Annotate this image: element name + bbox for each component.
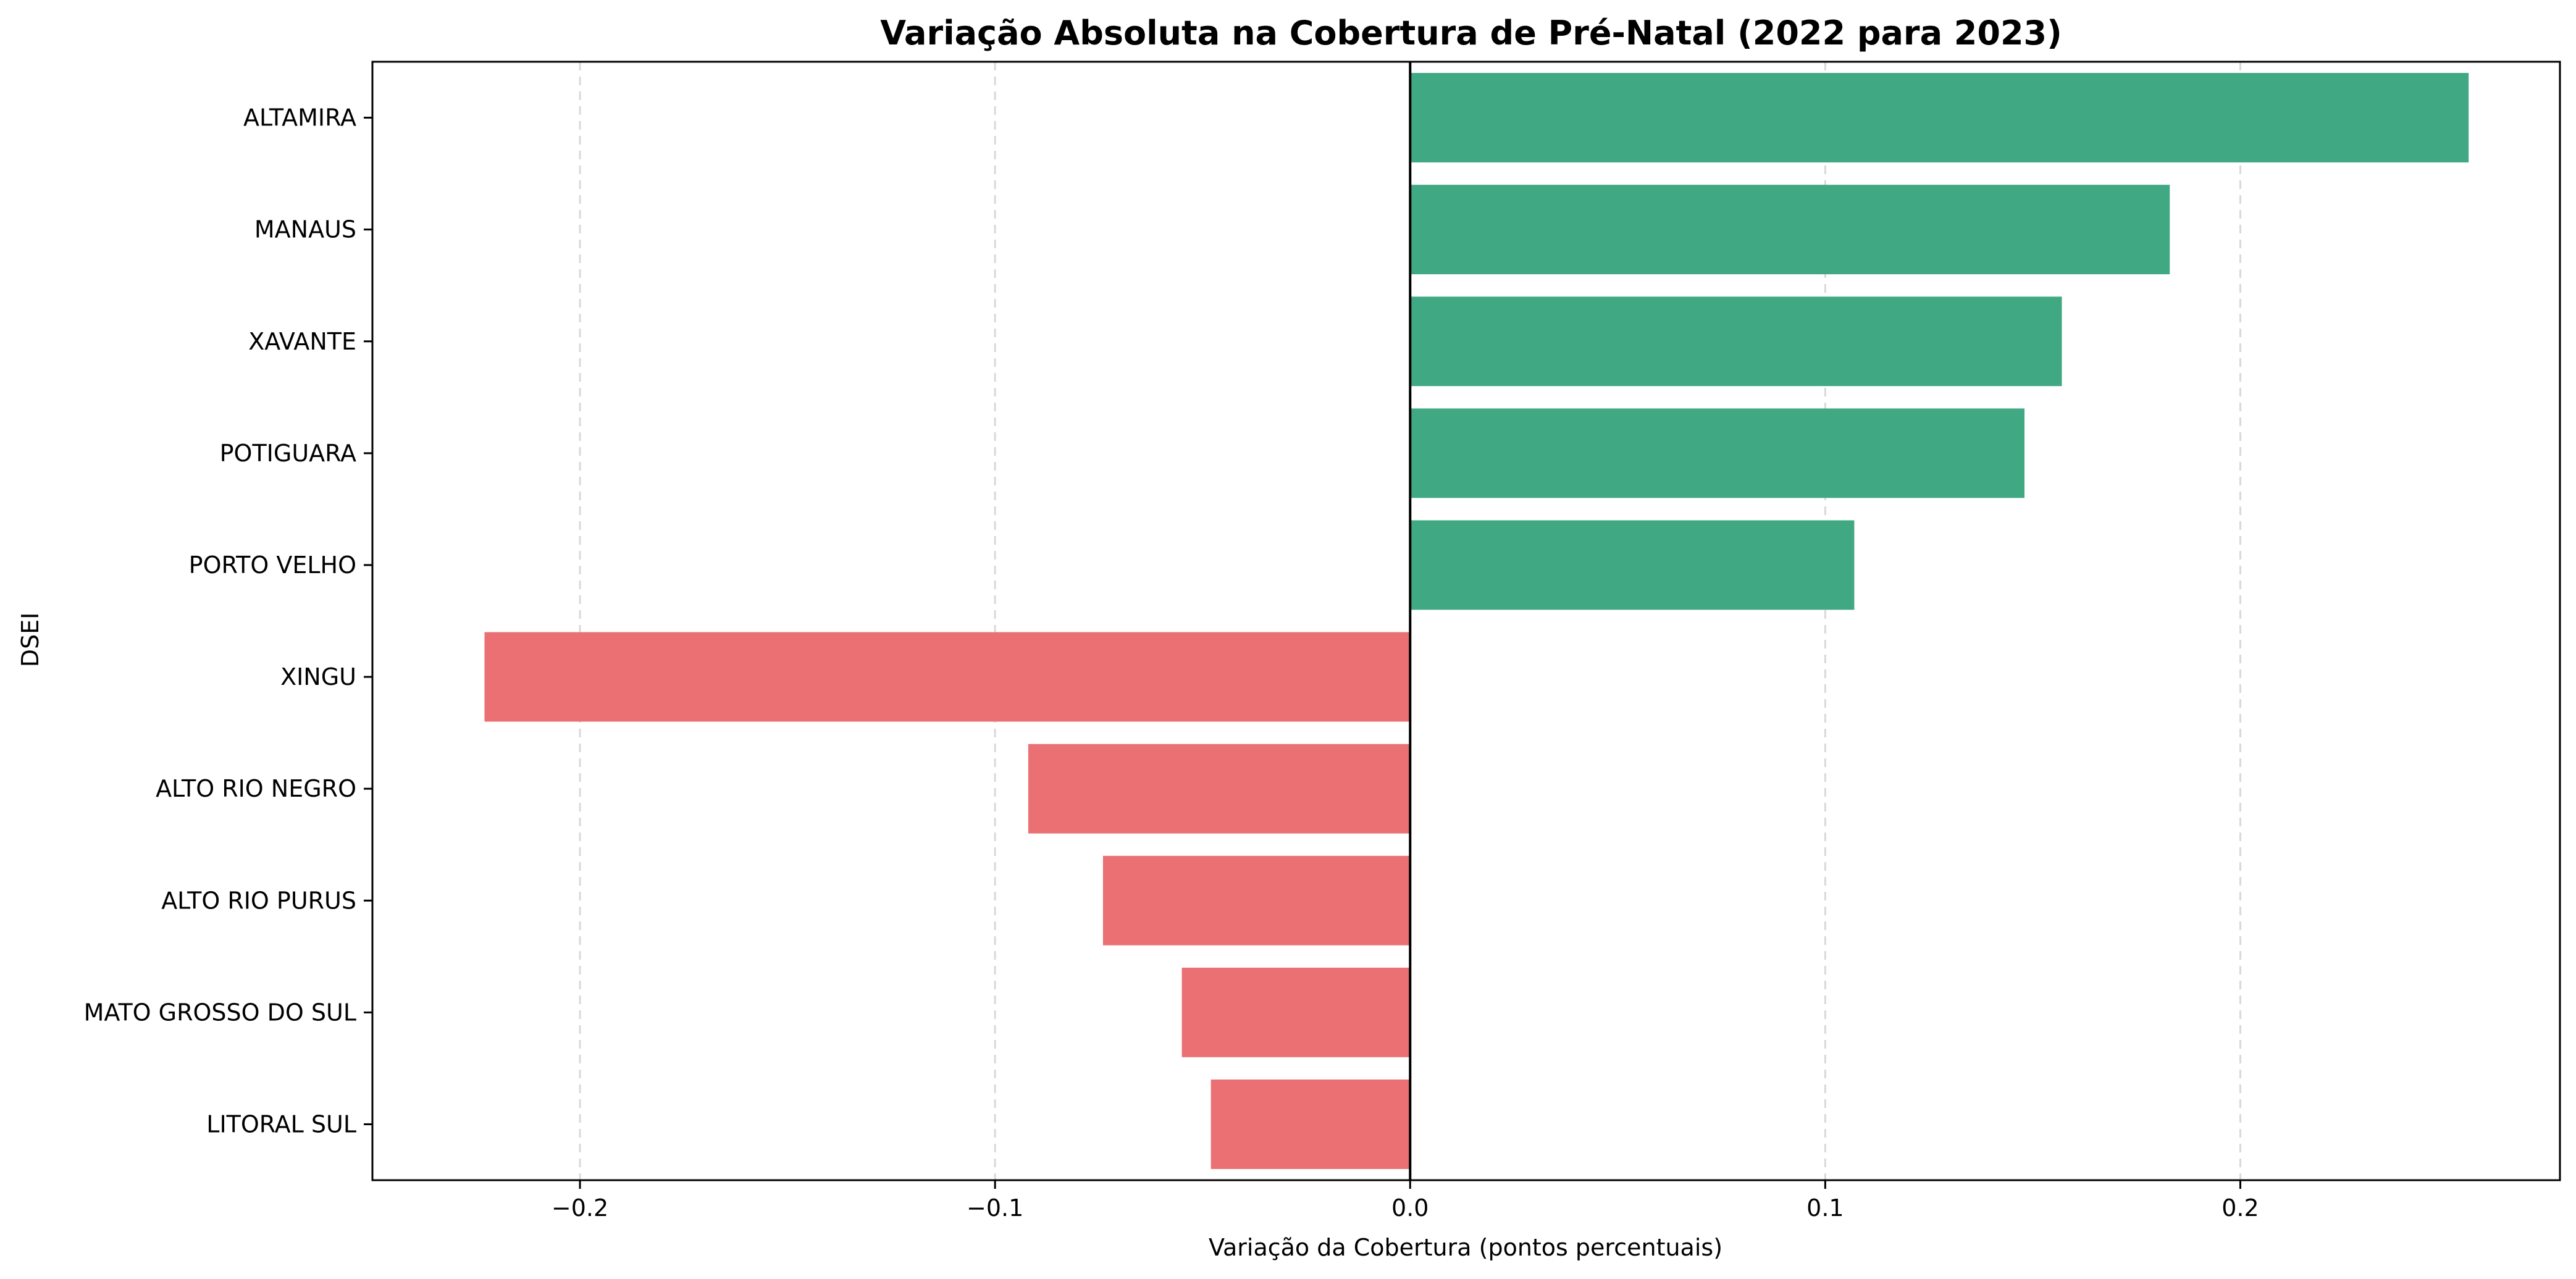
bar [1210,1080,1411,1169]
y-tick-label: ALTO RIO NEGRO [156,775,356,802]
y-axis-ticks: ALTAMIRA MANAUS XAVANTE POTIGUARA PORTO VELH… [84,104,372,1138]
y-tick-label: MANAUS [254,216,356,243]
bar [1181,967,1411,1057]
bar [1410,408,2024,498]
bar [1410,185,2170,275]
bar [1410,296,2062,387]
chart-title: Variação Absoluta na Cobertura de Pré-Na… [880,14,2062,52]
x-tick-label: 0.0 [1391,1194,1429,1222]
y-tick-label: LITORAL SUL [206,1110,356,1138]
bar [1102,855,1411,946]
bar [1028,744,1411,834]
x-tick-label: 0.1 [1806,1194,1844,1222]
y-tick-label: XAVANTE [248,328,356,355]
y-tick-label: XINGU [280,663,356,690]
x-tick-label: −0.2 [552,1194,608,1222]
bar [1410,520,1855,610]
y-tick-label: ALTAMIRA [243,104,356,132]
y-axis-label: DSEI [17,613,44,668]
y-tick-label: POTIGUARA [220,440,356,467]
x-axis-ticks: −0.2 −0.1 0.0 0.1 0.2 [552,1180,2259,1222]
plot-frame [371,61,2561,1181]
x-axis-label: Variação da Cobertura (pontos percentuai… [1209,1234,1722,1261]
bar [1410,73,2469,162]
y-tick-label: PORTO VELHO [189,551,356,579]
y-tick-label: ALTO RIO PURUS [161,887,356,914]
x-tick-label: −0.1 [967,1194,1023,1222]
bar [484,632,1411,722]
x-tick-label: 0.2 [2221,1194,2259,1222]
bars [484,73,2469,1169]
y-tick-label: MATO GROSSO DO SUL [84,999,356,1026]
